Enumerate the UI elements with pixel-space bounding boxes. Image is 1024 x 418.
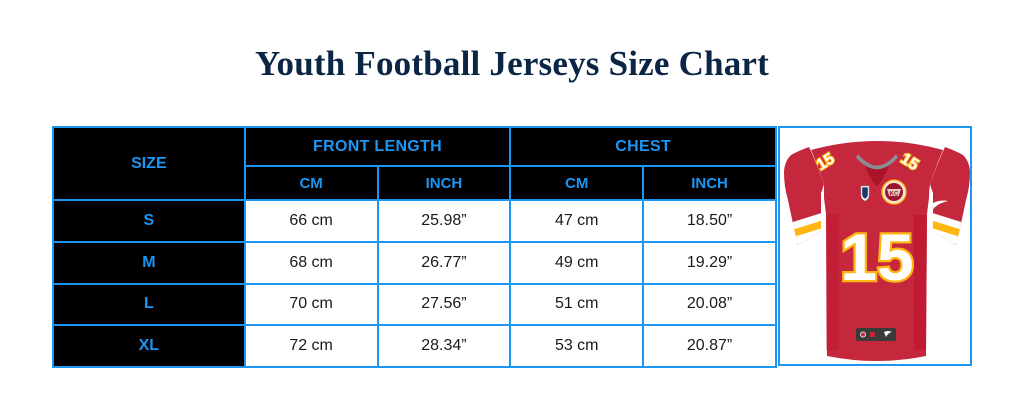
svg-text:KC: KC bbox=[890, 192, 899, 198]
svg-text:15: 15 bbox=[840, 220, 913, 294]
